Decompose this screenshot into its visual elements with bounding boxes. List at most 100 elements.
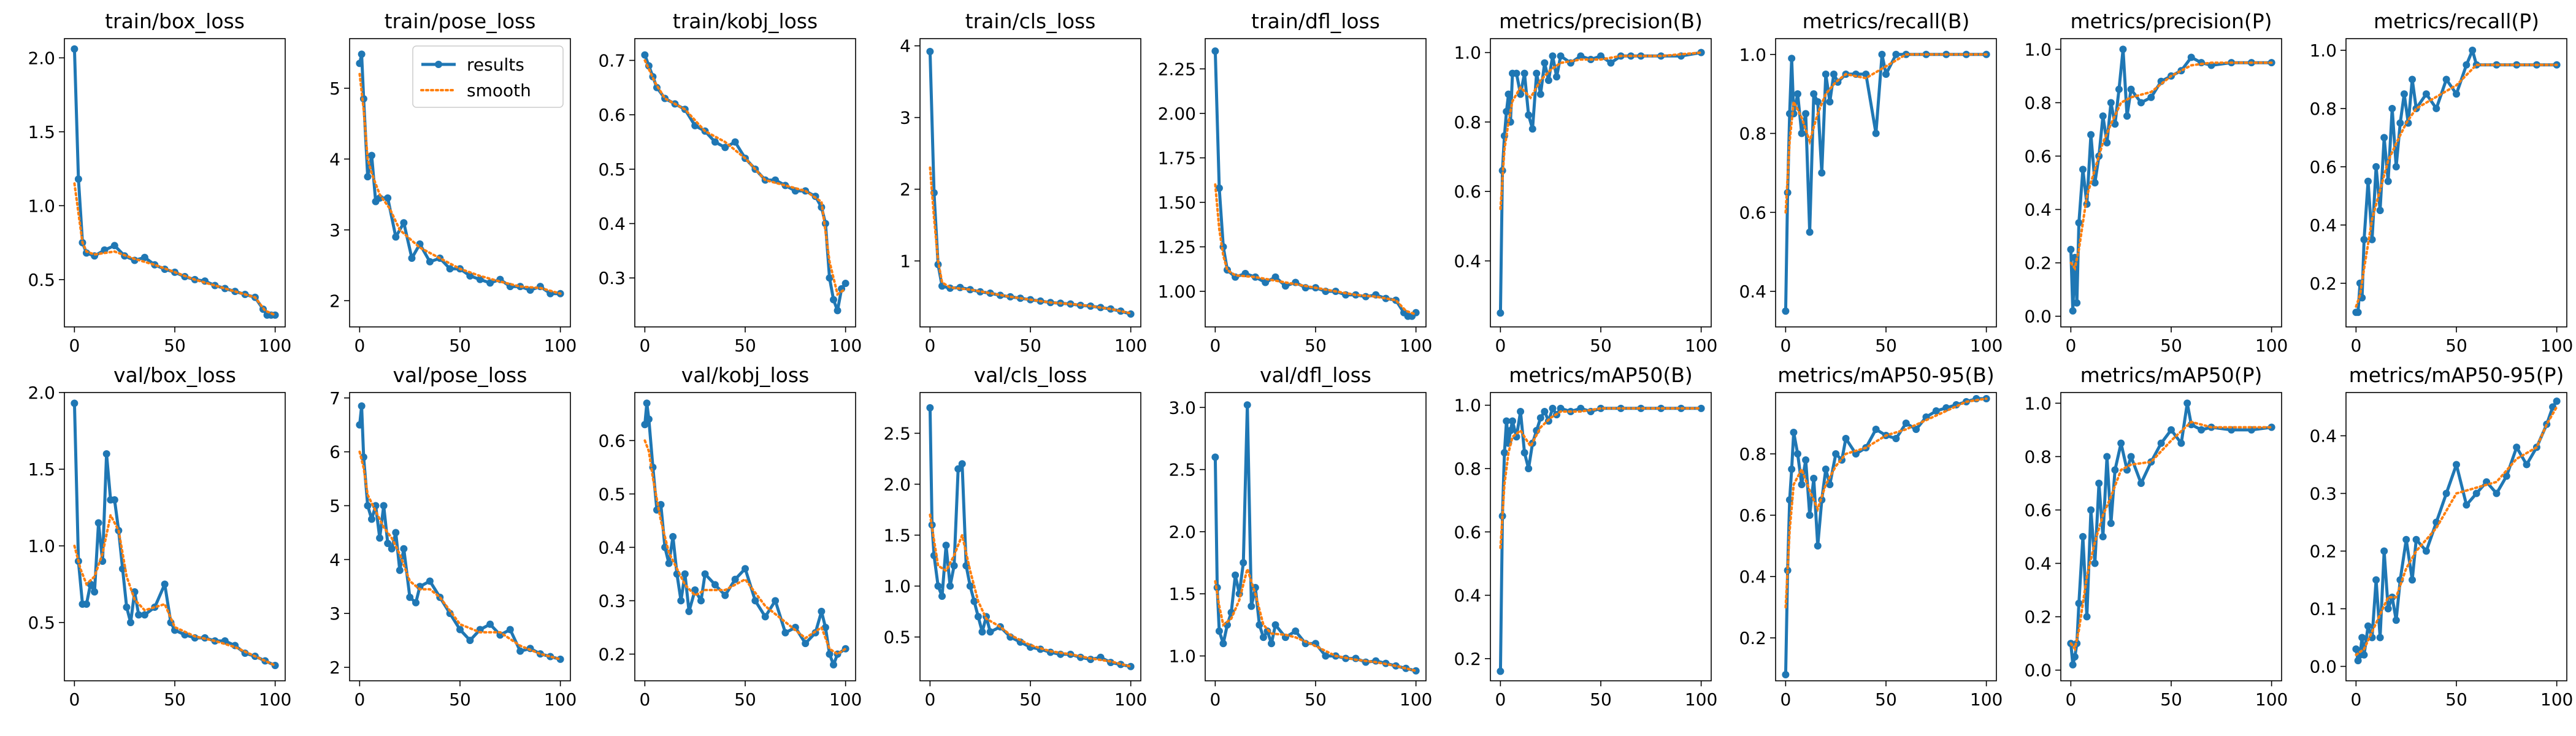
results-point	[2472, 489, 2480, 497]
results-point	[2422, 90, 2430, 98]
x-tick-label: 50	[1875, 689, 1897, 710]
results-point	[2177, 439, 2185, 447]
results-point	[641, 51, 649, 59]
results-point	[2137, 479, 2145, 487]
x-tick-label: 0	[69, 335, 80, 356]
y-tick-label: 4	[900, 36, 911, 56]
y-tick-label: 0.4	[1739, 567, 1766, 587]
x-tick-label: 100	[2255, 335, 2288, 356]
x-tick-label: 50	[164, 689, 186, 710]
x-tick-label: 100	[1114, 689, 1147, 710]
results-point	[2091, 559, 2099, 567]
results-point	[681, 570, 689, 578]
results-point	[2409, 576, 2416, 584]
results-line	[928, 407, 1132, 669]
results-point	[1517, 407, 1525, 415]
series-smooth	[1499, 51, 1703, 210]
results-point	[818, 607, 826, 615]
y-tick-label: 1.0	[1454, 43, 1481, 63]
subplot-title: train/dfl_loss	[1251, 9, 1380, 33]
subplot-title: metrics/precision(B)	[1499, 9, 1703, 33]
results-point	[1810, 90, 1818, 98]
results-point	[161, 580, 169, 588]
results-point	[364, 502, 372, 510]
subplot-title: metrics/recall(B)	[1803, 9, 1970, 33]
results-point	[2099, 533, 2107, 540]
results-point	[641, 421, 649, 429]
results-point	[426, 258, 434, 266]
smooth-line	[643, 439, 847, 656]
results-point	[645, 415, 653, 423]
results-point	[466, 637, 474, 645]
series-results	[1782, 50, 1990, 315]
x-tick-label: 100	[2255, 689, 2288, 710]
series-results	[2352, 397, 2561, 665]
results-point	[1525, 464, 1533, 472]
y-tick-label: 0.3	[598, 268, 626, 288]
results-line	[2069, 47, 2272, 313]
results-point	[1271, 621, 1279, 629]
results-point	[1412, 667, 1420, 675]
results-point	[1541, 407, 1549, 415]
results-point	[1782, 307, 1790, 315]
series-smooth	[2355, 63, 2558, 308]
results-point	[1509, 417, 1516, 425]
x-tick-label: 0	[2350, 689, 2361, 710]
y-tick-label: 1.0	[1168, 646, 1196, 666]
results-point	[392, 233, 400, 241]
results-point	[102, 450, 110, 458]
plot-frame	[634, 392, 856, 681]
smooth-line	[2069, 61, 2273, 272]
results-line	[1213, 403, 1417, 673]
subplot-title: train/cls_loss	[965, 9, 1096, 33]
x-tick-label: 100	[259, 689, 291, 710]
plot-frame	[634, 38, 856, 328]
y-tick-label: 0.5	[28, 270, 55, 290]
series-results	[1211, 401, 1420, 675]
results-point	[2069, 661, 2077, 669]
results-point	[2376, 207, 2384, 215]
x-tick-label: 100	[1400, 335, 1432, 356]
results-point	[2396, 119, 2404, 127]
results-point	[516, 647, 524, 655]
series-results	[71, 45, 279, 319]
results-point	[446, 265, 454, 273]
results-line	[1498, 407, 1701, 672]
results-point	[2103, 453, 2111, 461]
results-point	[400, 545, 408, 553]
y-tick-label: 0.6	[598, 431, 626, 451]
y-tick-label: 2.0	[28, 383, 55, 403]
results-point	[1255, 621, 1263, 629]
results-point	[830, 661, 837, 669]
results-point	[2079, 166, 2087, 174]
results-point	[211, 282, 219, 289]
series-smooth	[358, 72, 562, 295]
results-point	[2376, 634, 2384, 642]
results-point	[2442, 489, 2450, 497]
y-tick-label: 2.0	[883, 474, 911, 494]
x-tick-label: 50	[1019, 689, 1041, 710]
x-tick-label: 0	[69, 689, 80, 710]
results-point	[140, 253, 148, 261]
results-point	[1240, 559, 1248, 567]
results-point	[456, 626, 464, 634]
results-point	[406, 593, 414, 601]
results-point	[1912, 426, 1920, 433]
y-tick-label: 0.4	[1739, 282, 1766, 302]
results-point	[356, 421, 364, 429]
results-point	[1503, 417, 1511, 425]
results-point	[643, 399, 651, 407]
results-point	[1292, 627, 1300, 635]
results-point	[1251, 273, 1259, 281]
subplot-title: metrics/mAP50(P)	[2080, 363, 2263, 387]
y-tick-label: 0.7	[598, 50, 626, 71]
results-point	[91, 588, 99, 596]
results-point	[1352, 654, 1360, 662]
series-smooth	[2069, 420, 2273, 652]
x-tick-label: 0	[924, 335, 935, 356]
results-point	[2354, 309, 2362, 316]
subplot-title: val/dfl_loss	[1260, 363, 1371, 387]
y-tick-label: 0.8	[2024, 447, 2052, 467]
legend-smooth-label: smooth	[467, 80, 531, 101]
